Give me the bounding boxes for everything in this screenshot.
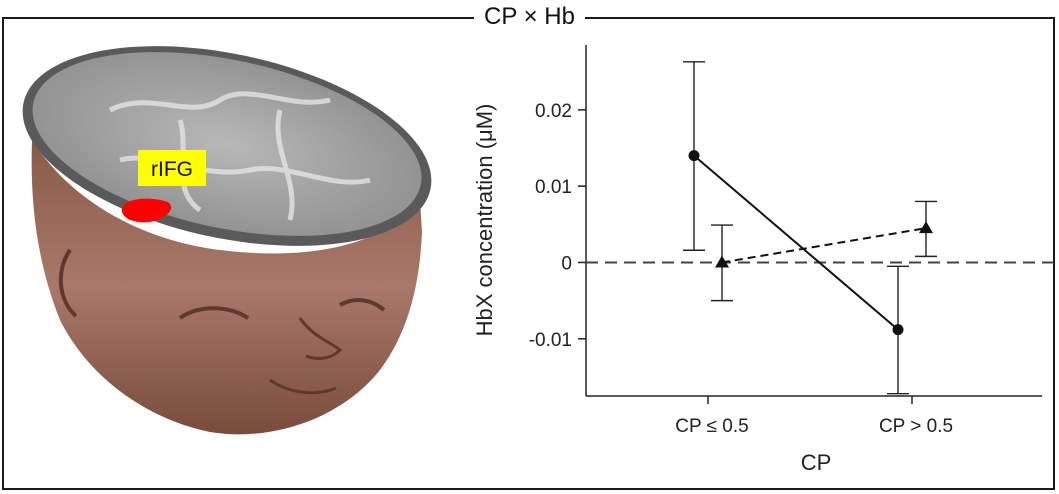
data-point-triangle (919, 221, 933, 234)
mri-slice-texture (108, 91, 371, 221)
mri-slice (32, 52, 422, 236)
face-ear (58, 248, 78, 318)
x-tick-label: CP > 0.5 (879, 416, 953, 437)
panel-title: CP × Hb (0, 2, 1059, 32)
face-mouth (269, 378, 337, 395)
data-point-triangle (715, 255, 729, 268)
series-connector-line (721, 227, 927, 264)
roi-rifg-region (121, 198, 172, 223)
data-point-circle (688, 150, 700, 162)
y-tick-label: -0.01 (529, 330, 572, 351)
roi-label: rIFG (151, 158, 193, 181)
roi-label-background (138, 150, 206, 186)
series-connector-line (693, 154, 899, 331)
brain-illustration: rIFG (22, 46, 432, 435)
data-point-circle (892, 324, 904, 336)
y-tick-label: 0.01 (535, 177, 572, 198)
head-skin (31, 140, 422, 435)
face-nose (298, 317, 343, 360)
x-axis-title: CP (801, 450, 832, 475)
y-axis-title: HbX concentration (μM) (472, 104, 497, 337)
y-tick-label: 0 (561, 253, 572, 274)
face-eye-right (339, 297, 386, 312)
face-eye-left (178, 306, 250, 320)
x-tick-label: CP ≤ 0.5 (675, 416, 748, 437)
y-tick-label: 0.02 (535, 101, 572, 122)
panel-title-text: CP × Hb (474, 3, 585, 30)
